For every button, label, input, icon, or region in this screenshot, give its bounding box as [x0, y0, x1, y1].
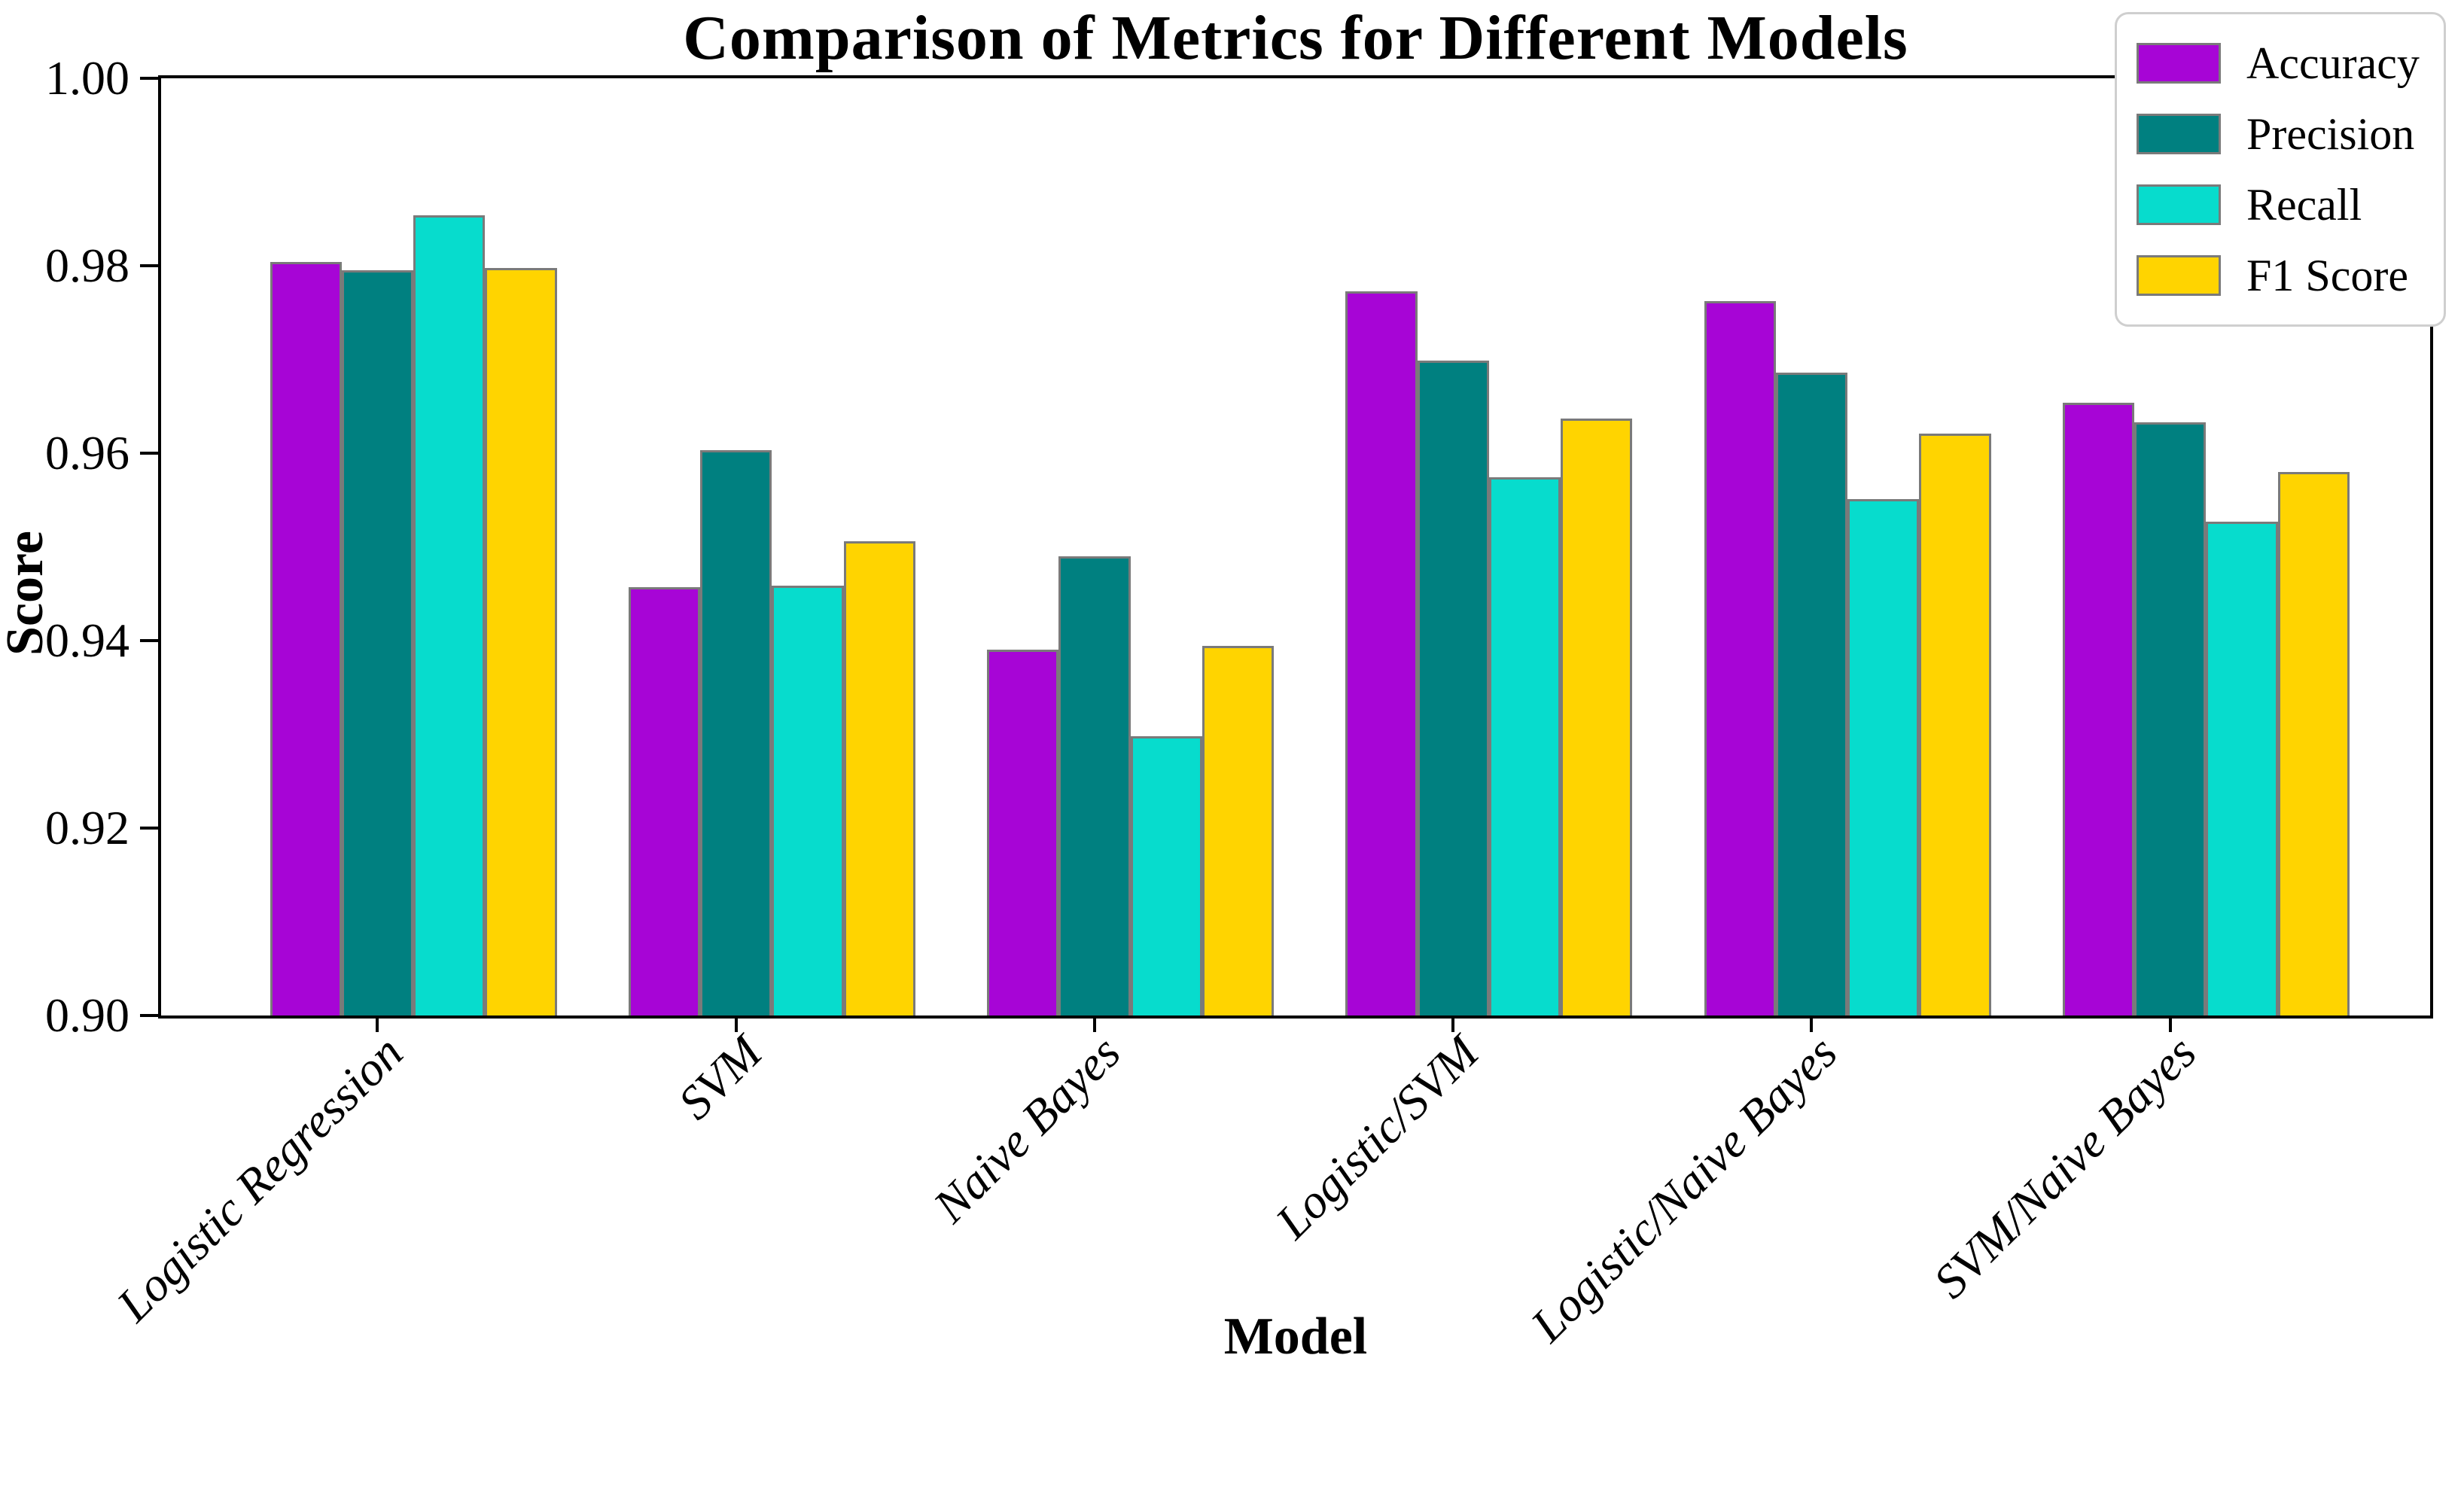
- bar-accuracy-6: [2062, 402, 2135, 1016]
- y-tick-label: 0.90: [45, 988, 129, 1042]
- bar-recall-3: [1130, 736, 1202, 1016]
- y-tick-label: 0.92: [45, 801, 129, 854]
- bar-precision-5: [1775, 372, 1848, 1016]
- y-tick-mark: [140, 264, 158, 267]
- legend-row: Accuracy: [2137, 28, 2424, 99]
- plot-area: 1.00 0.98 0.96 0.94 0.92 0.90 Logistic Regress…: [45, 51, 2433, 1352]
- bar-precision-4: [1417, 360, 1489, 1016]
- bar-precision-3: [1058, 556, 1131, 1016]
- bar-accuracy-2: [628, 587, 701, 1016]
- legend-row: F1 Score: [2137, 240, 2424, 311]
- bar-precision-1: [341, 270, 414, 1016]
- chart-title: Comparison of Metrics for Different Mode…: [683, 3, 1908, 73]
- legend-swatch-f1-score: [2137, 255, 2221, 296]
- y-tick-label: 0.96: [45, 426, 129, 480]
- y-tick-mark: [140, 639, 158, 642]
- legend-swatch-accuracy: [2137, 43, 2221, 84]
- y-tick-label: 1.00: [45, 51, 129, 105]
- bar-chart-figure: Comparison of Metrics for Different Mode…: [0, 3, 2446, 1366]
- y-tick-mark: [140, 827, 158, 830]
- y-tick-mark: [140, 77, 158, 80]
- x-axis-label: Model: [1223, 1308, 1368, 1366]
- bar-f1-score-1: [485, 267, 557, 1016]
- x-tick-mark: [1092, 1016, 1096, 1032]
- x-tick-mark: [1451, 1016, 1455, 1032]
- bar-recall-2: [772, 585, 844, 1016]
- legend-label: F1 Score: [2246, 250, 2408, 300]
- bar-precision-2: [700, 450, 772, 1016]
- bar-accuracy-1: [270, 262, 342, 1016]
- bar-recall-6: [2206, 521, 2278, 1016]
- bar-f1-score-5: [1919, 433, 1991, 1016]
- legend-row: Precision: [2137, 99, 2424, 169]
- bar-accuracy-3: [987, 650, 1059, 1016]
- x-tick-mark: [2168, 1016, 2172, 1032]
- bar-accuracy-4: [1345, 291, 1418, 1016]
- bar-precision-6: [2134, 422, 2207, 1016]
- y-tick-label: 0.94: [45, 614, 129, 667]
- bar-accuracy-5: [1704, 301, 1776, 1016]
- x-tick-mark: [1810, 1016, 1814, 1032]
- x-tick-mark: [376, 1016, 379, 1032]
- x-tick-mark: [734, 1016, 738, 1032]
- legend-row: Recall: [2137, 169, 2424, 240]
- bar-recall-5: [1847, 499, 1920, 1016]
- legend-label: Recall: [2246, 179, 2362, 230]
- legend-swatch-recall: [2137, 184, 2221, 225]
- legend-label: Precision: [2246, 108, 2415, 159]
- bar-f1-score-2: [843, 541, 915, 1016]
- bar-recall-4: [1488, 477, 1561, 1016]
- legend: Accuracy Precision Recall F1 Score: [2115, 12, 2446, 327]
- y-tick-mark: [140, 1014, 158, 1017]
- bar-f1-score-6: [2277, 471, 2350, 1016]
- y-tick-label: 0.98: [45, 239, 129, 292]
- bar-f1-score-3: [1202, 646, 1275, 1016]
- legend-swatch-precision: [2137, 114, 2221, 154]
- legend-label: Accuracy: [2246, 38, 2420, 88]
- bar-f1-score-4: [1561, 418, 1633, 1016]
- bar-recall-1: [413, 215, 486, 1016]
- y-tick-mark: [140, 452, 158, 455]
